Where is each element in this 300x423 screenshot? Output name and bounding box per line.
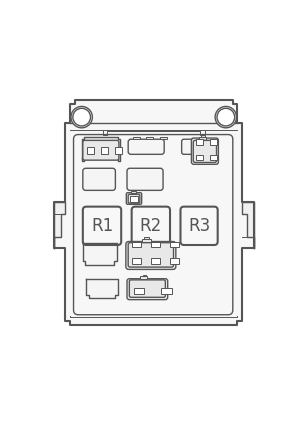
- Polygon shape: [83, 243, 116, 265]
- Text: R1: R1: [91, 217, 113, 235]
- Bar: [132, 258, 141, 264]
- Bar: [196, 140, 203, 145]
- FancyBboxPatch shape: [181, 207, 218, 245]
- Bar: [210, 154, 217, 159]
- FancyBboxPatch shape: [128, 139, 164, 154]
- Bar: [143, 275, 146, 276]
- Bar: [151, 258, 160, 264]
- Bar: [144, 237, 148, 239]
- Bar: [210, 140, 217, 145]
- Polygon shape: [54, 100, 254, 325]
- FancyBboxPatch shape: [191, 138, 218, 164]
- Bar: [140, 276, 147, 279]
- Bar: [170, 258, 179, 264]
- Circle shape: [73, 108, 91, 126]
- FancyBboxPatch shape: [83, 207, 121, 245]
- Bar: [146, 137, 153, 139]
- Polygon shape: [86, 279, 118, 299]
- Circle shape: [215, 107, 236, 128]
- Text: R3: R3: [188, 217, 210, 235]
- Bar: [196, 154, 203, 159]
- Circle shape: [71, 107, 92, 128]
- Bar: [161, 288, 172, 294]
- Circle shape: [217, 108, 235, 126]
- FancyBboxPatch shape: [127, 279, 168, 299]
- FancyBboxPatch shape: [83, 140, 119, 160]
- Bar: [160, 137, 167, 139]
- Bar: [87, 147, 94, 154]
- Bar: [115, 147, 122, 154]
- Bar: [199, 137, 206, 140]
- Polygon shape: [242, 202, 254, 248]
- FancyBboxPatch shape: [182, 139, 202, 154]
- FancyBboxPatch shape: [193, 140, 217, 162]
- Bar: [133, 137, 140, 139]
- FancyBboxPatch shape: [128, 194, 140, 203]
- FancyBboxPatch shape: [126, 242, 176, 269]
- Polygon shape: [82, 137, 120, 161]
- Bar: [134, 288, 144, 294]
- Bar: [170, 242, 179, 247]
- Polygon shape: [54, 202, 65, 248]
- Bar: [130, 196, 138, 201]
- Bar: [101, 147, 108, 154]
- Bar: [130, 191, 136, 193]
- FancyBboxPatch shape: [129, 280, 165, 297]
- Bar: [142, 239, 151, 242]
- Bar: [151, 242, 160, 247]
- Text: R2: R2: [140, 217, 162, 235]
- FancyBboxPatch shape: [83, 168, 116, 190]
- Bar: [132, 242, 141, 247]
- FancyBboxPatch shape: [128, 243, 173, 267]
- Bar: [201, 135, 205, 137]
- FancyBboxPatch shape: [126, 193, 142, 204]
- FancyBboxPatch shape: [132, 207, 170, 245]
- FancyBboxPatch shape: [127, 168, 163, 190]
